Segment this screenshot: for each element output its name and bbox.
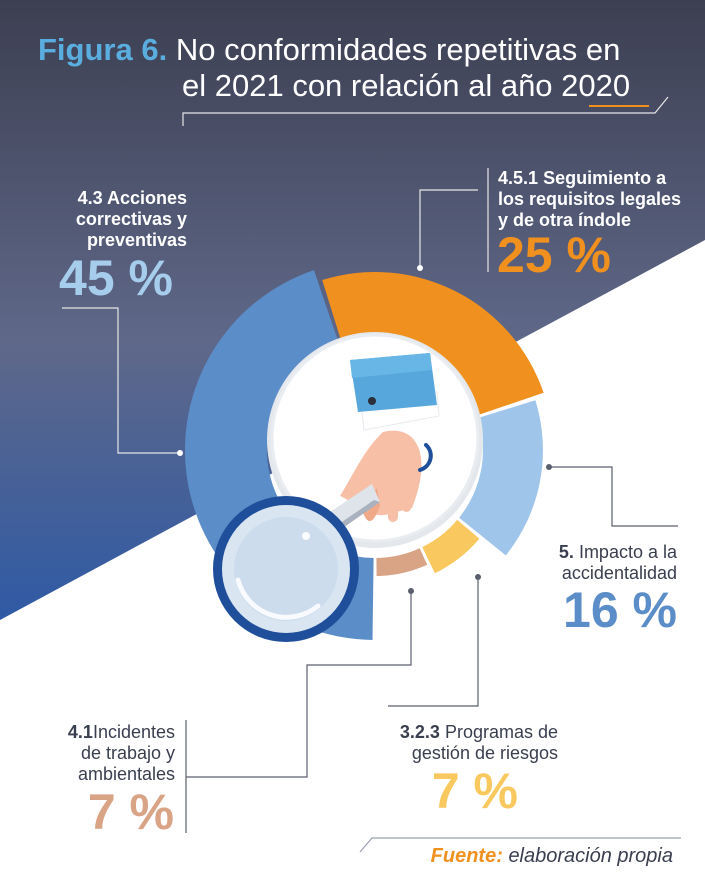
source-note: Fuente: elaboración propia <box>431 845 673 868</box>
connector-s0 <box>62 307 180 454</box>
label-s4-code: 4.1 <box>67 722 93 742</box>
donut-slice-5 <box>459 400 543 556</box>
label-s2: 5. Impacto a la accidentalidad <box>559 542 677 584</box>
label-s1-line1: Seguimiento a <box>543 168 667 188</box>
donut-slice-4-1 <box>376 548 428 576</box>
title-line-1: No conformidades repetitivas en <box>175 32 621 67</box>
connector-s4-dot <box>408 588 414 594</box>
label-s4: 4.1Incidentes de trabajo y ambientales <box>68 722 175 785</box>
label-s2-line2: accidentalidad <box>561 563 677 583</box>
label-s0-line1: Acciones <box>106 188 187 208</box>
connector-s2-dot <box>546 464 552 470</box>
label-s0: 4.3 Acciones correctivas y preventivas <box>76 188 187 251</box>
label-s1-line3: y de otra índole <box>498 210 632 230</box>
connector-s3 <box>388 577 479 707</box>
source-label: Fuente: <box>430 845 503 867</box>
label-s3-code: 3.2.3 <box>399 722 440 742</box>
title-row-1: Figura 6. No conformidades repetitivas e… <box>38 32 620 68</box>
label-s0-code: 4.3 <box>77 188 103 208</box>
label-s4-line1: Incidentes <box>92 722 175 742</box>
label-s1-code: 4.5.1 <box>498 168 539 188</box>
donut-slice-4-5-1 <box>322 271 544 416</box>
label-s3-line1: Programas de <box>444 722 558 742</box>
title-line-2: el 2021 con relación al año 2020 <box>182 68 631 103</box>
label-s3-line2: gestión de riesgos <box>411 743 558 763</box>
label-s3: 3.2.3 Programas de gestión de riesgos <box>400 722 558 764</box>
connector-s1-dot <box>417 265 423 271</box>
connector-s1 <box>419 189 478 268</box>
source-underline <box>359 837 681 853</box>
label-s2-code: 5. <box>558 542 574 562</box>
figure-label: Figura 6. <box>38 32 168 67</box>
label-s1-line2: los requisitos legales <box>498 189 682 209</box>
connector-s4 <box>186 591 412 778</box>
hand-magnifier-icon <box>213 353 440 642</box>
pct-s3: 7 % <box>431 763 518 819</box>
pct-s1: 25 % <box>497 227 611 283</box>
connector-s2 <box>549 466 678 527</box>
label-s2-line1: Impacto a la <box>578 542 677 562</box>
label-s1: 4.5.1 Seguimiento a los requisitos legal… <box>498 168 681 231</box>
pct-s4: 7 % <box>87 784 174 840</box>
title-underline <box>182 96 669 126</box>
pct-s2: 16 % <box>563 582 677 638</box>
label-s4-line2: de trabajo y <box>80 743 175 763</box>
label-s4-line3: ambientales <box>77 764 175 784</box>
connector-s0-dot <box>177 450 183 456</box>
source-text: elaboración propia <box>508 845 673 867</box>
label-s0-line3: preventivas <box>86 230 187 250</box>
connector-s3-dot <box>475 574 481 580</box>
label-s0-line2: correctivas y <box>75 209 187 229</box>
pct-s0: 45 % <box>59 250 173 306</box>
donut-slice-3-2-3 <box>422 519 480 574</box>
